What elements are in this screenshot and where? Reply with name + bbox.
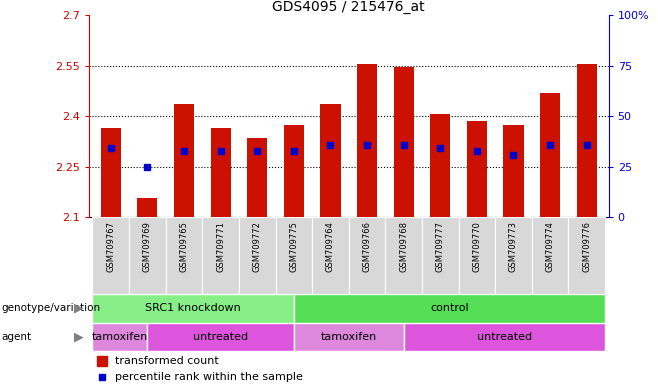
- Text: GSM709767: GSM709767: [107, 221, 115, 272]
- Bar: [393, 68, 414, 217]
- Text: untreated: untreated: [193, 332, 248, 342]
- Text: tamoxifen: tamoxifen: [92, 332, 148, 342]
- Bar: [239, 217, 276, 294]
- Bar: [495, 217, 532, 294]
- Text: GSM709776: GSM709776: [582, 221, 591, 272]
- Bar: [129, 217, 166, 294]
- Bar: [247, 138, 267, 217]
- Text: GSM709772: GSM709772: [253, 221, 262, 271]
- Bar: [403, 323, 605, 351]
- Bar: [284, 124, 304, 217]
- Bar: [467, 121, 487, 217]
- Bar: [138, 199, 157, 217]
- Text: GSM709766: GSM709766: [363, 221, 372, 272]
- Text: GSM709769: GSM709769: [143, 221, 152, 271]
- Text: ▶: ▶: [74, 302, 84, 314]
- Bar: [147, 323, 294, 351]
- Bar: [93, 323, 147, 351]
- Bar: [93, 217, 129, 294]
- Text: GSM709768: GSM709768: [399, 221, 408, 272]
- Text: SRC1 knockdown: SRC1 knockdown: [145, 303, 241, 313]
- Bar: [320, 104, 340, 217]
- Text: GSM709770: GSM709770: [472, 221, 482, 271]
- Text: GSM709764: GSM709764: [326, 221, 335, 271]
- Text: tamoxifen: tamoxifen: [320, 332, 377, 342]
- Text: GSM709771: GSM709771: [216, 221, 225, 271]
- Text: GSM709775: GSM709775: [290, 221, 298, 271]
- Text: transformed count: transformed count: [115, 356, 218, 366]
- Bar: [532, 217, 569, 294]
- Bar: [349, 217, 386, 294]
- Bar: [430, 114, 450, 217]
- Title: GDS4095 / 215476_at: GDS4095 / 215476_at: [272, 0, 425, 14]
- Text: GSM709774: GSM709774: [545, 221, 555, 271]
- Bar: [459, 217, 495, 294]
- Bar: [211, 128, 231, 217]
- Bar: [294, 294, 605, 323]
- Text: GSM709773: GSM709773: [509, 221, 518, 272]
- Text: GSM709777: GSM709777: [436, 221, 445, 272]
- Bar: [294, 323, 403, 351]
- Bar: [312, 217, 349, 294]
- Bar: [540, 93, 560, 217]
- Text: ▶: ▶: [74, 331, 84, 343]
- Bar: [202, 217, 239, 294]
- Bar: [93, 294, 294, 323]
- Bar: [166, 217, 202, 294]
- Bar: [174, 104, 194, 217]
- Bar: [576, 64, 597, 217]
- Text: agent: agent: [1, 332, 32, 342]
- Text: GSM709765: GSM709765: [180, 221, 188, 271]
- Bar: [101, 128, 121, 217]
- Bar: [386, 217, 422, 294]
- Bar: [503, 124, 524, 217]
- Text: control: control: [430, 303, 468, 313]
- Bar: [357, 64, 377, 217]
- Bar: [276, 217, 312, 294]
- Text: percentile rank within the sample: percentile rank within the sample: [115, 372, 303, 382]
- Bar: [569, 217, 605, 294]
- Bar: [422, 217, 459, 294]
- Text: untreated: untreated: [477, 332, 532, 342]
- Text: genotype/variation: genotype/variation: [1, 303, 101, 313]
